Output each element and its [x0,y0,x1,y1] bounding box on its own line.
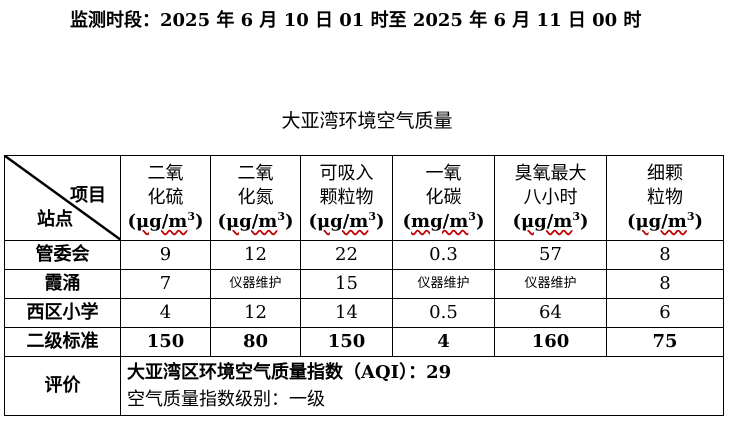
pollutant-name-line: 化氮 [237,187,274,208]
header-row: 项目 站点 二氧 化硫 (μg/m3) 二氧 化氮 (μg/m3) 可吸入 颗粒… [4,155,724,241]
pollutant-name-line: 粒物 [647,187,683,208]
standard-value: 4 [392,327,495,357]
pollutant-name-line: 臭氧最大 [514,163,587,184]
pollutant-header-co: 一氧 化碳 (mg/m3) [392,155,495,241]
corner-site-label: 站点 [37,209,73,230]
pollutant-unit: (μg/m3) [626,210,704,232]
pollutant-name-line: 一氧 [425,163,462,184]
value-cell: 9 [120,240,211,270]
pollutant-unit: (μg/m3) [127,210,204,232]
standard-value: 150 [300,327,393,357]
pollutant-unit: (mg/m3) [402,210,485,232]
aqi-level-line: 空气质量指数级别：一级 [127,389,325,410]
site-name: 霞涌 [4,269,121,299]
value-cell: 12 [210,240,301,270]
table-row-evaluation: 评价 大亚湾区环境空气质量指数（AQI）：29 空气质量指数级别：一级 [4,356,724,416]
pollutant-unit: (μg/m3) [512,210,589,232]
pollutant-name-line: 颗粒物 [319,187,374,208]
evaluation-text: 大亚湾区环境空气质量指数（AQI）：29 空气质量指数级别：一级 [120,356,724,416]
value-cell: 0.5 [392,298,495,328]
value-cell: 7 [120,269,211,299]
pollutant-name-line: 八小时 [523,187,578,208]
standard-value: 80 [210,327,301,357]
table-row-standard: 二级标准 150 80 150 4 160 75 [4,327,724,357]
value-cell: 64 [494,298,607,328]
aqi-line: 大亚湾区环境空气质量指数（AQI）：29 [127,362,452,383]
pollutant-header-no2: 二氧 化氮 (μg/m3) [210,155,301,241]
value-cell: 14 [300,298,393,328]
standard-value: 160 [494,327,607,357]
value-cell: 6 [606,298,724,328]
report-title: 大亚湾环境空气质量 [281,110,453,132]
table-row-xiayong: 霞涌 7 仪器维护 15 仪器维护 仪器维护 8 [4,269,724,299]
value-cell: 57 [494,240,607,270]
pollutant-name-line: 化硫 [147,187,184,208]
pollutant-name-line: 二氧 [237,163,274,184]
monitoring-period: 监测时段：2025 年 6 月 10 日 01 时至 2025 年 6 月 11… [70,10,642,31]
pollutant-header-so2: 二氧 化硫 (μg/m3) [120,155,211,241]
value-cell: 0.3 [392,240,495,270]
value-cell-maintenance: 仪器维护 [210,269,301,299]
value-cell: 8 [606,269,724,299]
standard-label: 二级标准 [4,327,121,357]
table-row-guanweihui: 管委会 9 12 22 0.3 57 8 [4,240,724,270]
corner-header-cell: 项目 站点 [4,155,121,241]
corner-diagonal-line [5,156,121,240]
value-cell: 22 [300,240,393,270]
pollutant-name-line: 细颗 [647,163,683,184]
evaluation-label: 评价 [4,356,121,416]
pollutant-unit: (μg/m3) [308,210,385,232]
table-row-xiqu-school: 西区小学 4 12 14 0.5 64 6 [4,298,724,328]
pollutant-unit: (μg/m3) [217,210,294,232]
pollutant-header-pm25: 细颗 粒物 (μg/m3) [606,155,724,241]
pollutant-header-o3: 臭氧最大 八小时 (μg/m3) [494,155,607,241]
value-cell: 15 [300,269,393,299]
standard-value: 75 [606,327,724,357]
value-cell-maintenance: 仪器维护 [392,269,495,299]
pollutant-name-line: 化碳 [425,187,462,208]
corner-item-label: 项目 [70,185,106,206]
site-name: 管委会 [4,240,121,270]
pollutant-header-pm10: 可吸入 颗粒物 (μg/m3) [300,155,393,241]
air-quality-table: 项目 站点 二氧 化硫 (μg/m3) 二氧 化氮 (μg/m3) 可吸入 颗粒… [4,155,724,416]
value-cell: 12 [210,298,301,328]
value-cell: 4 [120,298,211,328]
site-name: 西区小学 [4,298,121,328]
value-cell-maintenance: 仪器维护 [494,269,607,299]
standard-value: 150 [120,327,211,357]
pollutant-name-line: 可吸入 [319,163,374,184]
pollutant-name-line: 二氧 [147,163,184,184]
value-cell: 8 [606,240,724,270]
